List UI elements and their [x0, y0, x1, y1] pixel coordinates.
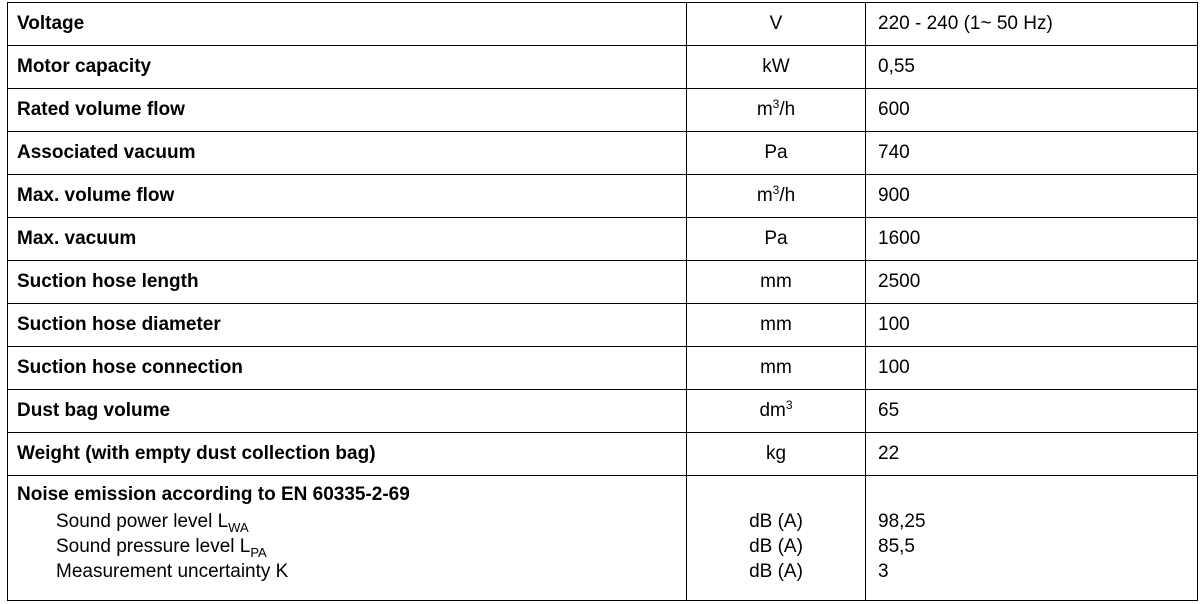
- unit-base: dm: [759, 400, 786, 421]
- unit-cell: V: [686, 2, 866, 46]
- unit-cell: m3/h: [686, 88, 866, 132]
- table-row: Suction hose diameter mm 100: [7, 303, 1198, 347]
- noise-item-value: 98,25: [878, 511, 926, 532]
- value-cell: 740: [865, 131, 1198, 175]
- value-cell: 100: [865, 346, 1198, 390]
- noise-item-unit: dB (A): [749, 561, 803, 582]
- unit-superscript: 3: [772, 97, 780, 111]
- value-cell: 600: [865, 88, 1198, 132]
- parameter-label: Max. volume flow: [7, 174, 687, 218]
- value-cell: 220 - 240 (1~ 50 Hz): [865, 2, 1198, 46]
- table-row: Dust bag volume dm3 65: [7, 389, 1198, 433]
- unit-cell: dm3: [686, 389, 866, 433]
- noise-value-cell: 98,25 85,5 3: [865, 475, 1198, 601]
- noise-label-text: Sound pressure level L: [56, 536, 251, 557]
- noise-item-label: Measurement uncertainty K: [17, 559, 677, 584]
- unit-cell: Pa: [686, 217, 866, 261]
- noise-label-text: Sound power level L: [56, 511, 229, 532]
- noise-label-subscript: WA: [228, 520, 249, 535]
- table-row: Weight (with empty dust collection bag) …: [7, 432, 1198, 476]
- value-cell: 2500: [865, 260, 1198, 304]
- noise-row: Noise emission according to EN 60335-2-6…: [7, 475, 1198, 601]
- technical-data-table: Voltage V 220 - 240 (1~ 50 Hz) Motor capa…: [7, 2, 1198, 601]
- unit-cell: mm: [686, 346, 866, 390]
- parameter-label: Voltage: [7, 2, 687, 46]
- parameter-label: Suction hose length: [7, 260, 687, 304]
- value-cell: 1600: [865, 217, 1198, 261]
- value-cell: 65: [865, 389, 1198, 433]
- unit-base: mm: [760, 314, 792, 335]
- unit-base: Pa: [764, 142, 788, 163]
- noise-item-value: 85,5: [878, 536, 915, 557]
- parameter-label: Weight (with empty dust collection bag): [7, 432, 687, 476]
- table-row: Max. volume flow m3/h 900: [7, 174, 1198, 218]
- unit-base: V: [769, 13, 783, 34]
- parameter-label: Motor capacity: [7, 45, 687, 89]
- table-row: Rated volume flow m3/h 600: [7, 88, 1198, 132]
- table-row: Voltage V 220 - 240 (1~ 50 Hz): [7, 2, 1198, 46]
- unit-cell: mm: [686, 303, 866, 347]
- value-cell: 900: [865, 174, 1198, 218]
- unit-suffix: /h: [779, 185, 796, 206]
- value-cell: 100: [865, 303, 1198, 347]
- value-cell: 0,55: [865, 45, 1198, 89]
- noise-item-label: Sound pressure level LPA: [17, 534, 677, 559]
- parameter-label: Suction hose diameter: [7, 303, 687, 347]
- noise-item-label: Sound power level LWA: [17, 509, 677, 534]
- noise-label-cell: Noise emission according to EN 60335-2-6…: [7, 475, 687, 601]
- unit-cell: mm: [686, 260, 866, 304]
- table-row: Max. vacuum Pa 1600: [7, 217, 1198, 261]
- noise-unit-cell: dB (A) dB (A) dB (A): [686, 475, 866, 601]
- unit-base: m: [756, 185, 773, 206]
- unit-cell: kg: [686, 432, 866, 476]
- noise-heading: Noise emission according to EN 60335-2-6…: [17, 484, 410, 505]
- unit-suffix: /h: [779, 99, 796, 120]
- parameter-label: Dust bag volume: [7, 389, 687, 433]
- noise-label-text: Measurement uncertainty K: [56, 561, 289, 582]
- table-row: Suction hose length mm 2500: [7, 260, 1198, 304]
- unit-base: kg: [765, 443, 787, 464]
- unit-base: m: [756, 99, 773, 120]
- parameter-label: Suction hose connection: [7, 346, 687, 390]
- table-row: Associated vacuum Pa 740: [7, 131, 1198, 175]
- unit-base: mm: [760, 271, 792, 292]
- parameter-label: Rated volume flow: [7, 88, 687, 132]
- parameter-label: Max. vacuum: [7, 217, 687, 261]
- parameter-label: Associated vacuum: [7, 131, 687, 175]
- noise-item-value: 3: [878, 561, 889, 582]
- unit-base: kW: [762, 56, 790, 77]
- noise-item-unit: dB (A): [749, 511, 803, 532]
- unit-superscript: 3: [785, 398, 793, 412]
- unit-base: Pa: [764, 228, 788, 249]
- unit-cell: m3/h: [686, 174, 866, 218]
- unit-cell: Pa: [686, 131, 866, 175]
- unit-base: mm: [760, 357, 792, 378]
- unit-cell: kW: [686, 45, 866, 89]
- table-body: Voltage V 220 - 240 (1~ 50 Hz) Motor capa…: [7, 2, 1198, 601]
- value-cell: 22: [865, 432, 1198, 476]
- noise-label-subscript: PA: [250, 545, 267, 560]
- unit-superscript: 3: [772, 183, 780, 197]
- table-row: Suction hose connection mm 100: [7, 346, 1198, 390]
- noise-item-unit: dB (A): [749, 536, 803, 557]
- table-row: Motor capacity kW 0,55: [7, 45, 1198, 89]
